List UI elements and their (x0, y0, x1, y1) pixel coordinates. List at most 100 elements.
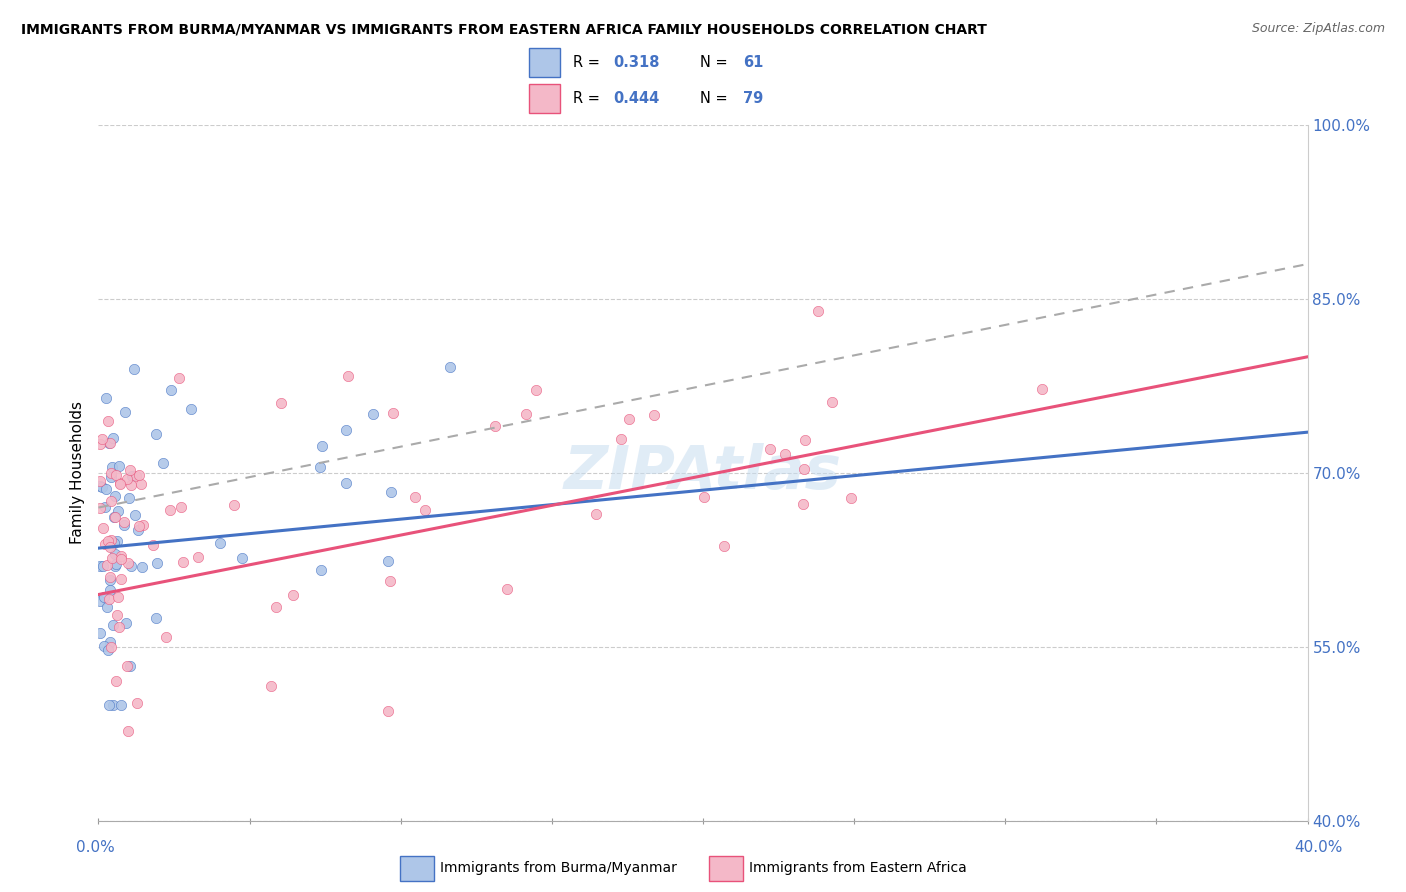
Point (97, 698, 120, 712)
Point (172, 555, 194, 569)
Point (104, 489, 127, 503)
Point (128, 518, 150, 533)
Text: ZIPAtlas: ZIPAtlas (564, 443, 842, 502)
Point (378, 574, 401, 588)
Point (98, 592, 121, 607)
Point (100, 466, 122, 480)
Point (118, 491, 141, 505)
Point (115, 615, 138, 630)
Text: 61: 61 (742, 55, 763, 70)
Point (159, 503, 181, 517)
Point (93, 591, 115, 605)
Point (96, 558, 118, 573)
Point (124, 508, 146, 523)
Point (89, 559, 111, 574)
Point (145, 556, 167, 570)
Point (496, 582, 519, 597)
Text: R =: R = (572, 55, 605, 70)
Point (118, 659, 141, 673)
Point (382, 406, 405, 420)
Point (110, 552, 132, 566)
Point (122, 362, 145, 376)
Point (112, 515, 135, 529)
FancyBboxPatch shape (399, 856, 434, 881)
Point (107, 590, 129, 604)
Point (841, 491, 863, 505)
Point (89, 501, 111, 516)
Point (105, 608, 128, 623)
Point (90, 432, 112, 446)
Point (404, 490, 426, 504)
Point (121, 469, 143, 483)
Point (515, 407, 537, 421)
Point (336, 368, 359, 383)
Text: 40.0%: 40.0% (1295, 840, 1343, 855)
FancyBboxPatch shape (530, 48, 561, 78)
Point (222, 498, 245, 512)
Text: 0.444: 0.444 (613, 91, 659, 106)
Point (100, 640, 122, 655)
Point (103, 432, 125, 446)
Point (117, 556, 139, 570)
Point (104, 558, 127, 573)
Point (89, 479, 111, 493)
Point (105, 673, 128, 688)
Text: IMMIGRANTS FROM BURMA/MYANMAR VS IMMIGRANTS FROM EASTERN AFRICA FAMILY HOUSEHOLD: IMMIGRANTS FROM BURMA/MYANMAR VS IMMIGRA… (21, 22, 987, 37)
Text: 0.318: 0.318 (613, 55, 659, 70)
Point (110, 549, 132, 563)
Point (94, 391, 117, 405)
Text: 0.0%: 0.0% (76, 840, 115, 855)
Point (98, 540, 121, 554)
Point (89, 593, 111, 607)
Point (131, 559, 153, 574)
Point (89, 626, 111, 640)
Point (103, 509, 125, 524)
Point (104, 547, 127, 561)
Point (264, 599, 287, 614)
Point (128, 468, 150, 483)
Point (93, 639, 115, 653)
Point (335, 476, 357, 491)
Point (617, 411, 640, 425)
Point (103, 536, 125, 550)
Point (91, 521, 114, 535)
Point (117, 658, 139, 673)
Point (120, 478, 142, 492)
Point (96, 599, 118, 614)
Point (96, 483, 118, 497)
Point (807, 303, 830, 318)
Point (821, 395, 844, 409)
Point (98, 583, 121, 598)
Point (104, 468, 127, 483)
Point (108, 476, 131, 491)
Point (125, 696, 148, 710)
Point (110, 698, 132, 712)
Point (311, 439, 333, 453)
Text: Immigrants from Eastern Africa: Immigrants from Eastern Africa (749, 861, 967, 875)
Point (98, 570, 121, 584)
Point (104, 510, 127, 524)
Point (98, 436, 121, 450)
Point (105, 533, 128, 548)
Point (187, 549, 209, 564)
Point (110, 477, 132, 491)
Point (155, 630, 177, 644)
Point (270, 396, 292, 410)
FancyBboxPatch shape (530, 84, 561, 112)
Point (283, 588, 305, 602)
Point (361, 407, 384, 421)
Point (693, 490, 716, 504)
Point (101, 460, 124, 475)
Point (125, 468, 148, 483)
Point (524, 383, 547, 397)
Point (101, 618, 124, 632)
Point (93, 537, 115, 551)
Point (132, 518, 155, 533)
Text: Immigrants from Burma/Myanmar: Immigrants from Burma/Myanmar (440, 861, 676, 875)
Point (98, 436, 121, 450)
Point (145, 427, 167, 442)
Point (484, 419, 506, 434)
Point (773, 447, 796, 461)
Point (101, 698, 124, 712)
Point (713, 539, 735, 553)
